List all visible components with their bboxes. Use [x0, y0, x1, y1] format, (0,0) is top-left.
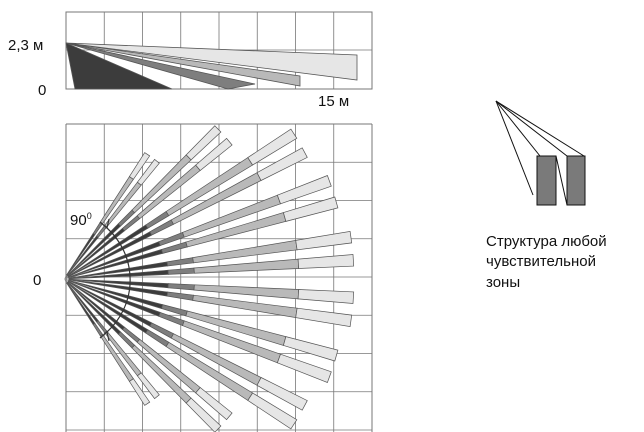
top-ray-origin	[64, 276, 69, 279]
side-zone-mid	[65, 42, 256, 90]
top-ray-origin	[64, 275, 68, 279]
top-view-grid	[65, 123, 373, 432]
top-zone-far	[297, 289, 355, 304]
legend-ray	[555, 155, 568, 206]
top-ray-origin	[64, 275, 68, 279]
top-ray-origin	[64, 279, 69, 282]
angle-arrow-bottom	[99, 330, 110, 342]
top-zone-far	[185, 125, 222, 161]
top-zone-far	[295, 230, 353, 251]
top-zone-far	[282, 196, 339, 222]
angle-arrow-top	[99, 218, 110, 230]
top-zone-far	[297, 254, 355, 269]
legend-ray	[495, 100, 585, 157]
top-ray-origin	[64, 278, 69, 279]
top-zone-far	[282, 336, 339, 362]
top-zone-far	[295, 307, 353, 328]
top-ray-origin	[64, 274, 67, 279]
top-zone-far	[247, 392, 298, 430]
legend-caption-line: зоны	[486, 274, 520, 291]
top-zone-far	[128, 152, 151, 180]
top-ray-origin	[64, 279, 68, 283]
legend-ray	[495, 100, 568, 157]
origin-label: 0	[33, 272, 41, 289]
side-view: 2,3 м 0 15 м	[8, 11, 373, 110]
top-zone-far	[256, 147, 308, 181]
top-ray-origin	[64, 275, 68, 279]
top-zone-mid	[167, 267, 195, 275]
top-zone-mid	[166, 291, 194, 301]
top-zone-mid-far	[193, 284, 300, 300]
top-ray-origin	[64, 279, 69, 281]
angle-arc	[106, 227, 131, 333]
legend-zone-block	[566, 155, 586, 206]
top-zone-far	[256, 377, 308, 411]
distance-label: 15 м	[318, 93, 349, 110]
side-zone-far	[65, 42, 358, 81]
top-zone-mid-far	[192, 294, 298, 319]
top-ray-origin	[64, 279, 68, 283]
side-zone-mid-far	[65, 42, 301, 87]
top-ray-origin	[64, 279, 68, 283]
zone-structure-legend: Структура любой чувствительной зоны	[486, 100, 607, 291]
top-zone-mid	[166, 257, 194, 267]
side-zone-near	[65, 42, 173, 90]
top-zone-mid	[167, 283, 195, 291]
top-zone-far	[185, 397, 222, 432]
top-ray-origin	[64, 279, 67, 284]
top-ray-origin	[64, 277, 69, 279]
top-zone-far	[195, 387, 233, 421]
side-grid-frame	[65, 11, 373, 90]
top-zone-far	[128, 378, 151, 406]
legend-ray	[495, 100, 534, 196]
top-zone-mid-far	[192, 239, 298, 264]
top-zone-mid-far	[193, 258, 300, 274]
top-zone-far	[276, 175, 332, 205]
height-label: 2,3 м	[8, 37, 43, 54]
top-view-zones	[64, 125, 355, 432]
top-zone-far	[136, 158, 160, 186]
side-view-zones	[65, 42, 358, 90]
legend-caption-line: Структура любой	[486, 233, 607, 250]
top-ray-origin	[64, 279, 69, 282]
top-zone-far	[136, 372, 160, 400]
top-zone-far	[195, 137, 233, 171]
legend-ray	[495, 100, 541, 157]
top-ray-origin	[64, 279, 69, 281]
legend-zone-block	[536, 155, 557, 206]
top-ray-origin	[64, 277, 69, 279]
floor-label: 0	[38, 82, 46, 99]
angle-label: 900	[70, 211, 92, 229]
top-view: 900 0	[33, 123, 373, 432]
top-ray-origin	[64, 279, 69, 280]
legend-caption-line: чувствительной	[486, 253, 596, 270]
top-zone-far	[276, 353, 332, 383]
top-ray-origin	[64, 276, 69, 279]
top-zone-far	[247, 128, 298, 166]
